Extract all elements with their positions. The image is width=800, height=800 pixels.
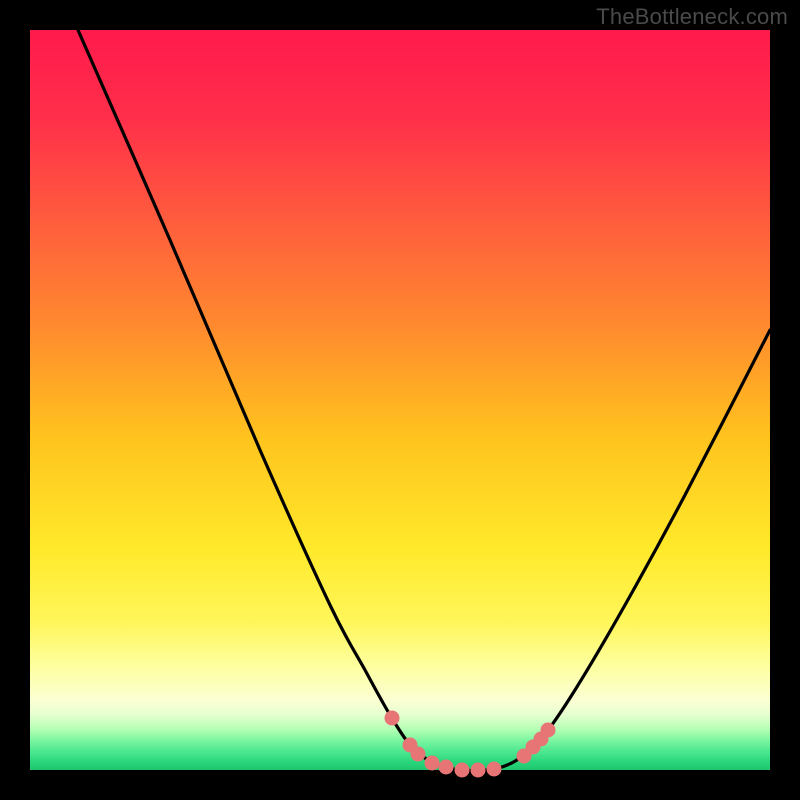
curve-marker — [411, 747, 425, 761]
bottleneck-chart — [0, 0, 800, 800]
chart-container: TheBottleneck.com — [0, 0, 800, 800]
curve-marker — [487, 762, 501, 776]
watermark-text: TheBottleneck.com — [596, 4, 788, 30]
curve-marker — [425, 756, 439, 770]
curve-marker — [455, 763, 469, 777]
curve-marker — [471, 763, 485, 777]
curve-marker — [541, 723, 555, 737]
gradient-background — [30, 30, 770, 770]
curve-marker — [439, 760, 453, 774]
curve-marker — [385, 711, 399, 725]
